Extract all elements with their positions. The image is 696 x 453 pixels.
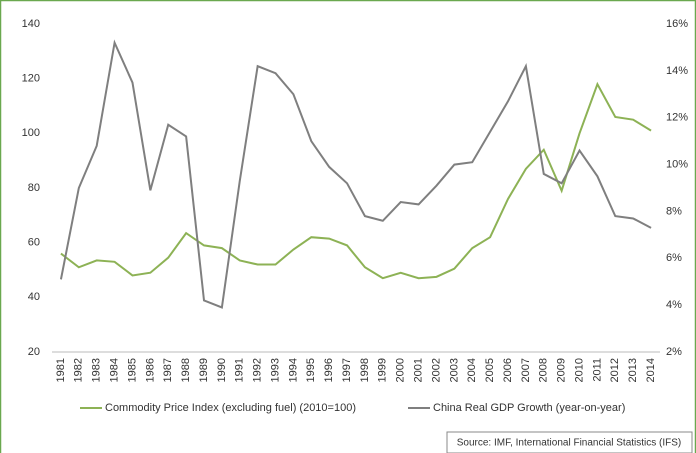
x-tick-label: 1986: [144, 358, 156, 382]
source: Source: IMF, International Financial Sta…: [457, 438, 682, 449]
legend-label: Commodity Price Index (excluding fuel) (…: [105, 402, 356, 414]
x-tick-label: 1987: [162, 358, 174, 382]
x-tick-label: 2003: [448, 358, 460, 382]
x-tick-label: 2005: [484, 358, 496, 382]
x-tick-label: 1989: [198, 358, 210, 382]
y2-tick-label: 2%: [666, 346, 682, 358]
x-tick-label: 2004: [466, 358, 478, 382]
y-tick-label: 100: [22, 127, 40, 139]
y-tick-label: 120: [22, 73, 40, 85]
series-line: [60, 81, 652, 280]
x-tick-label: 2012: [609, 358, 621, 382]
x-tick-label: 1995: [305, 358, 317, 382]
x-tick-label: 1999: [377, 358, 389, 382]
y-tick-label: 40: [28, 291, 40, 303]
x-tick-label: 2013: [627, 358, 639, 382]
x-tick-label: 1998: [359, 358, 371, 382]
x-tick-label: 2002: [430, 358, 442, 382]
x-tick-label: 1990: [216, 358, 228, 382]
x-tick-label: 2001: [412, 358, 424, 382]
x-tick-label: 1992: [252, 358, 264, 382]
x-tick-label: 1993: [269, 358, 281, 382]
x-tick-label: 1982: [73, 358, 85, 382]
x-tick-label: 2014: [645, 358, 657, 382]
y-tick-label: 140: [22, 18, 40, 30]
y-tick-label: 80: [28, 182, 40, 194]
y-tick-label: 60: [28, 237, 40, 249]
x-tick-label: 1985: [126, 358, 138, 382]
source-box: [446, 431, 693, 453]
y-tick-label: 20: [28, 346, 40, 358]
y2-tick-label: 8%: [666, 205, 682, 217]
legend-label: China Real GDP Growth (year-on-year): [433, 402, 625, 414]
x-tick-label: 1997: [341, 358, 353, 382]
x-tick-label: 1994: [287, 358, 299, 382]
x-tick-label: 2006: [502, 358, 514, 382]
y2-tick-label: 14%: [666, 65, 688, 77]
series-line: [59, 39, 652, 309]
x-tick-label: 1996: [323, 358, 335, 382]
x-tick-label: 1991: [234, 358, 246, 382]
x-tick-label: 2008: [538, 358, 550, 382]
x-tick-label: 1984: [108, 358, 120, 382]
x-tick-label: 1981: [55, 358, 67, 382]
y2-tick-label: 6%: [666, 252, 682, 264]
x-tick-label: 1983: [91, 358, 103, 382]
y2-tick-label: 10%: [666, 158, 688, 170]
x-tick-label: 2009: [556, 358, 568, 382]
x-tick-label: 1988: [180, 358, 192, 382]
x-tick-label: 2000: [395, 358, 407, 382]
y2-tick-label: 4%: [666, 299, 682, 311]
x-tick-label: 2007: [520, 358, 532, 382]
y2-tick-label: 12%: [666, 112, 688, 124]
y2-tick-label: 16%: [666, 18, 688, 30]
x-tick-label: 2011: [591, 358, 603, 382]
x-tick-label: 2010: [573, 358, 585, 382]
